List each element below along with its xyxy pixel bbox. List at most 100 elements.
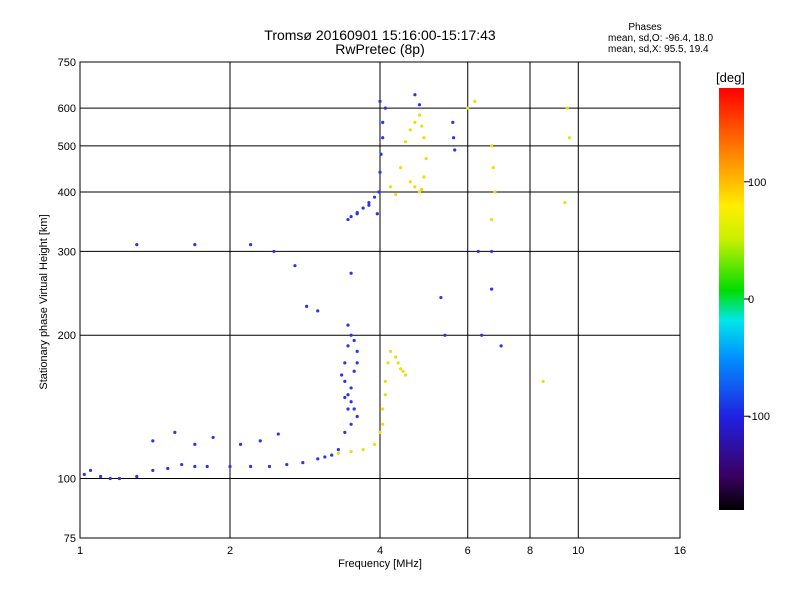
data-point xyxy=(490,287,494,291)
data-point xyxy=(349,400,353,404)
colorbar xyxy=(719,88,744,510)
data-point xyxy=(388,349,393,353)
colorbar-ticks: 100 0 -100 xyxy=(744,177,770,423)
data-point xyxy=(383,393,387,397)
data-point xyxy=(379,152,383,156)
data-point xyxy=(340,373,344,377)
data-point xyxy=(346,393,350,397)
data-point xyxy=(367,200,371,205)
data-point xyxy=(355,361,359,365)
data-point xyxy=(451,120,455,124)
data-point xyxy=(451,136,456,140)
x-tick-label: 10 xyxy=(572,545,584,557)
data-point xyxy=(173,430,177,434)
x-tick-label: 6 xyxy=(465,545,471,557)
data-point xyxy=(249,464,253,469)
data-point xyxy=(99,474,103,479)
data-point xyxy=(285,462,289,467)
data-point xyxy=(453,148,457,152)
chart-subtitle: RwPretec (8p) xyxy=(335,41,425,57)
data-point xyxy=(401,369,405,373)
data-point xyxy=(396,361,400,365)
data-point xyxy=(258,439,262,443)
data-point xyxy=(349,271,353,275)
data-point xyxy=(355,349,359,353)
data-point xyxy=(480,333,484,337)
data-point xyxy=(476,249,480,254)
data-point xyxy=(372,195,377,199)
data-point xyxy=(352,338,356,343)
data-point xyxy=(180,462,184,467)
data-point xyxy=(386,361,390,365)
data-point xyxy=(381,407,385,411)
data-point xyxy=(117,476,122,481)
data-point xyxy=(346,344,350,348)
data-point xyxy=(323,455,327,459)
colorbar-tick-label: -100 xyxy=(748,411,770,423)
data-point xyxy=(413,185,417,189)
data-point xyxy=(108,476,112,481)
data-point xyxy=(135,243,139,247)
data-point xyxy=(381,422,385,426)
data-point xyxy=(336,448,340,452)
x-axis-label: Frequency [MHz] xyxy=(338,558,422,570)
data-point xyxy=(361,448,365,452)
colorbar-unit-label: [deg] xyxy=(716,70,745,85)
data-point xyxy=(381,136,385,140)
data-point xyxy=(355,414,359,419)
data-point xyxy=(361,206,365,210)
data-point xyxy=(377,190,381,194)
grid-lines xyxy=(80,62,680,538)
data-point xyxy=(399,367,403,371)
phase-stats-o: mean, sd,O: -96.4, 18.0 xyxy=(608,33,714,44)
data-point xyxy=(166,466,170,471)
data-point xyxy=(378,170,382,174)
phase-stats-x: mean, sd,X: 95.5, 19.4 xyxy=(608,44,709,55)
data-point xyxy=(378,99,382,103)
data-point xyxy=(567,136,572,140)
data-point xyxy=(88,468,93,473)
data-point xyxy=(417,103,422,107)
data-point xyxy=(413,120,417,124)
data-point xyxy=(408,180,412,184)
y-tick-label: 400 xyxy=(58,187,76,199)
data-point xyxy=(349,386,353,390)
data-point xyxy=(493,190,497,194)
x-tick-label: 2 xyxy=(227,545,233,557)
data-point xyxy=(490,144,494,148)
data-point xyxy=(355,210,359,215)
data-point xyxy=(499,344,503,348)
y-tick-label: 200 xyxy=(58,330,76,342)
data-point xyxy=(276,432,280,436)
data-point xyxy=(349,422,353,426)
data-point xyxy=(439,295,443,300)
data-point xyxy=(349,333,353,337)
plot-frame xyxy=(79,61,681,539)
data-point xyxy=(417,113,422,117)
data-point xyxy=(378,430,382,434)
data-point xyxy=(491,166,495,170)
y-tick-label: 750 xyxy=(58,57,76,69)
data-point xyxy=(211,435,215,440)
data-point xyxy=(193,464,197,469)
data-points xyxy=(82,93,572,481)
x-tick-label: 8 xyxy=(527,545,533,557)
data-point xyxy=(346,407,350,411)
data-point xyxy=(238,442,243,446)
data-point xyxy=(193,243,197,247)
data-point xyxy=(346,323,350,327)
data-point xyxy=(272,249,276,254)
data-point xyxy=(349,449,353,454)
colorbar-tick-label: 0 xyxy=(748,294,754,306)
data-point xyxy=(424,157,428,161)
phase-stats-title: Phases xyxy=(628,22,662,33)
x-tick-label: 4 xyxy=(377,545,383,557)
data-point xyxy=(336,451,340,455)
data-point xyxy=(375,212,379,216)
data-point xyxy=(343,379,347,383)
y-tick-label: 100 xyxy=(58,474,76,486)
data-point xyxy=(193,442,197,446)
data-point xyxy=(343,395,347,400)
data-point xyxy=(394,192,398,197)
